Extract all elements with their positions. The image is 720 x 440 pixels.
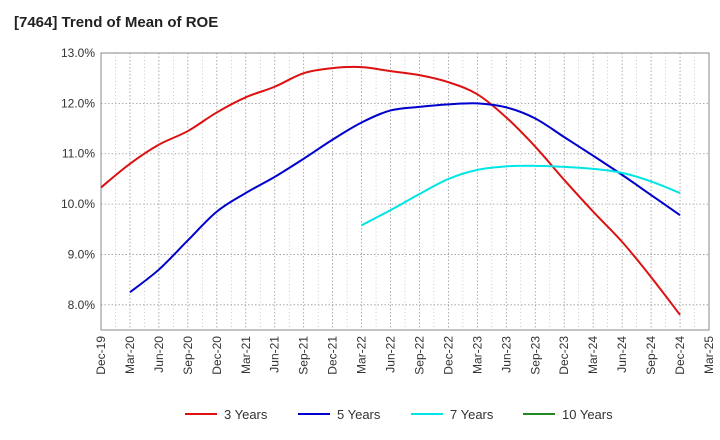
y-tick-label: 11.0% [62, 147, 95, 161]
y-tick-label: 13.0% [61, 46, 95, 60]
y-tick-label: 9.0% [68, 247, 96, 261]
legend-label-1: 3 Years [224, 407, 268, 422]
x-tick-label: Sep-20 [181, 336, 195, 375]
y-tick-label: 8.0% [68, 298, 96, 312]
x-tick-label: Mar-23 [470, 336, 484, 374]
x-tick-label: Jun-20 [152, 336, 166, 373]
x-tick-label: Sep-22 [412, 336, 426, 375]
legend-label-3: 7 Years [450, 407, 494, 422]
x-tick-label: Dec-23 [557, 336, 571, 375]
y-tick-label: 12.0% [61, 96, 95, 110]
x-tick-label: Mar-21 [239, 336, 253, 374]
x-tick-label: Mar-22 [355, 336, 369, 374]
series-line-2 [129, 102, 681, 294]
chart-title: [7464] Trend of Mean of ROE [14, 14, 219, 31]
plot-frame [100, 52, 710, 331]
x-tick-label: Jun-21 [268, 336, 282, 373]
x-tick-label: Jun-23 [499, 336, 513, 373]
x-tick-label: Dec-21 [326, 336, 340, 375]
x-tick-label: Dec-20 [210, 336, 224, 375]
x-tick-label: Mar-20 [123, 336, 137, 374]
x-tick-label: Dec-24 [673, 336, 687, 375]
x-tick-label: Sep-21 [297, 336, 311, 375]
x-tick-label: Mar-24 [586, 336, 600, 374]
x-tick-label: Sep-23 [528, 336, 542, 375]
x-tick-label: Mar-25 [702, 336, 716, 374]
y-tick-label: 10.0% [61, 197, 95, 211]
x-tick-label: Dec-22 [441, 336, 455, 375]
x-tick-label: Jun-24 [615, 336, 629, 373]
x-tick-label: Jun-22 [384, 336, 398, 373]
x-tick-label: Sep-24 [644, 336, 658, 375]
series-line-1 [100, 65, 681, 316]
series-line-3 [361, 164, 681, 227]
legend-label-2: 5 Years [337, 407, 381, 422]
legend-label-4: 10 Years [562, 407, 613, 422]
x-tick-label: Dec-19 [94, 336, 108, 375]
